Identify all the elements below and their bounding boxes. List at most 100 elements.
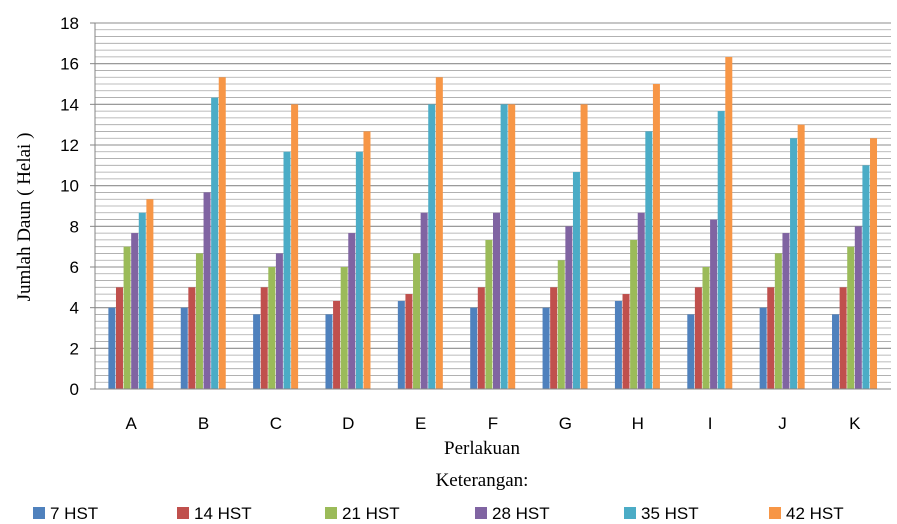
bar-I-14-hst	[694, 287, 702, 389]
legend: 7 HST 14 HST 21 HST 28 HST 35 HST 42 HST	[33, 504, 844, 523]
bar-H-14-hst	[622, 294, 630, 389]
y-tick-label: 4	[70, 299, 79, 318]
bar-I-35-hst	[717, 111, 725, 389]
bar-D-42-hst	[363, 131, 371, 390]
bar-K-28-hst	[854, 226, 862, 389]
legend-note: Keterangan:	[436, 470, 529, 491]
bar-C-28-hst	[275, 253, 283, 389]
y-tick-label: 14	[60, 95, 79, 114]
bar-H-28-hst	[637, 212, 645, 389]
bar-G-35-hst	[572, 172, 580, 389]
legend-label: 42 HST	[786, 504, 844, 523]
bar-F-35-hst	[500, 104, 508, 389]
bar-I-21-hst	[702, 267, 710, 389]
bar-B-21-hst	[195, 253, 203, 389]
bar-E-28-hst	[420, 212, 428, 389]
y-tick-label: 16	[60, 55, 79, 74]
bar-E-42-hst	[435, 77, 443, 389]
bar-J-14-hst	[767, 287, 775, 389]
legend-swatch	[769, 507, 781, 519]
y-axis-title: Jumlah Daun ( Helai )	[14, 133, 35, 302]
bar-C-7-hst	[253, 314, 261, 389]
legend-label: 35 HST	[641, 504, 699, 523]
legend-swatch	[177, 507, 189, 519]
y-tick-label: 6	[70, 258, 79, 277]
legend-label: 21 HST	[342, 504, 400, 523]
y-tick-label: 12	[60, 136, 79, 155]
x-tick-label: A	[126, 414, 138, 433]
bar-H-7-hst	[614, 300, 622, 389]
bar-C-35-hst	[283, 151, 291, 389]
bar-F-14-hst	[477, 287, 485, 389]
bar-G-21-hst	[557, 260, 565, 389]
bar-I-42-hst	[725, 56, 733, 389]
bar-K-35-hst	[862, 165, 870, 389]
bar-E-7-hst	[397, 300, 405, 389]
x-tick-label: H	[632, 414, 644, 433]
bar-B-7-hst	[180, 307, 188, 389]
bar-A-42-hst	[146, 199, 154, 389]
y-tick-label: 18	[60, 14, 79, 33]
bar-H-42-hst	[652, 84, 660, 389]
bar-D-21-hst	[340, 267, 348, 389]
bar-F-7-hst	[470, 307, 478, 389]
x-tick-label: E	[415, 414, 426, 433]
bar-D-14-hst	[333, 300, 341, 389]
bar-D-35-hst	[355, 151, 363, 389]
x-tick-labels: A B C D E F G H I J K	[126, 414, 862, 433]
bar-K-21-hst	[847, 246, 855, 389]
bar-G-28-hst	[565, 226, 573, 389]
x-tick-label: B	[198, 414, 209, 433]
bar-K-7-hst	[832, 314, 840, 389]
y-tick-labels: 0 2 4 6 8 10 12 14 16 18	[60, 14, 79, 399]
bar-G-7-hst	[542, 307, 550, 389]
bar-J-7-hst	[759, 307, 767, 389]
bar-G-14-hst	[550, 287, 558, 389]
bar-C-14-hst	[260, 287, 268, 389]
x-tick-label: J	[778, 414, 787, 433]
legend-swatch	[475, 507, 487, 519]
y-tick-label: 0	[70, 380, 79, 399]
bar-A-7-hst	[108, 307, 116, 389]
bar-A-14-hst	[115, 287, 123, 389]
bar-B-14-hst	[188, 287, 196, 389]
bar-D-28-hst	[348, 233, 356, 389]
bar-K-14-hst	[839, 287, 847, 389]
x-tick-label: K	[849, 414, 861, 433]
x-tick-label: D	[342, 414, 354, 433]
bar-I-7-hst	[687, 314, 695, 389]
bar-A-28-hst	[131, 233, 139, 389]
bar-C-21-hst	[268, 267, 276, 389]
bar-D-7-hst	[325, 314, 333, 389]
bar-A-35-hst	[138, 212, 146, 389]
bar-J-42-hst	[797, 124, 805, 390]
bar-K-42-hst	[870, 138, 878, 389]
bars	[108, 56, 878, 390]
legend-label: 28 HST	[492, 504, 550, 523]
bar-J-35-hst	[790, 138, 798, 389]
legend-swatch	[33, 507, 45, 519]
bar-B-35-hst	[211, 97, 219, 389]
bar-H-35-hst	[645, 131, 653, 390]
legend-label: 7 HST	[50, 504, 98, 523]
legend-label: 14 HST	[194, 504, 252, 523]
x-tick-label: C	[270, 414, 282, 433]
bar-E-35-hst	[428, 104, 436, 389]
bar-B-28-hst	[203, 192, 211, 389]
x-tick-label: G	[559, 414, 572, 433]
x-tick-label: F	[488, 414, 498, 433]
bar-A-21-hst	[123, 246, 131, 389]
bar-H-21-hst	[630, 239, 638, 389]
bar-E-14-hst	[405, 294, 413, 389]
bar-B-42-hst	[218, 77, 226, 389]
bar-F-28-hst	[493, 212, 500, 389]
legend-swatch	[624, 507, 636, 519]
bar-E-21-hst	[413, 253, 421, 389]
bar-F-21-hst	[485, 239, 493, 389]
y-tick-label: 2	[70, 339, 79, 358]
y-tick-label: 10	[60, 177, 79, 196]
bar-C-42-hst	[291, 104, 299, 389]
bar-G-42-hst	[580, 104, 588, 389]
y-tick-label: 8	[70, 217, 79, 236]
